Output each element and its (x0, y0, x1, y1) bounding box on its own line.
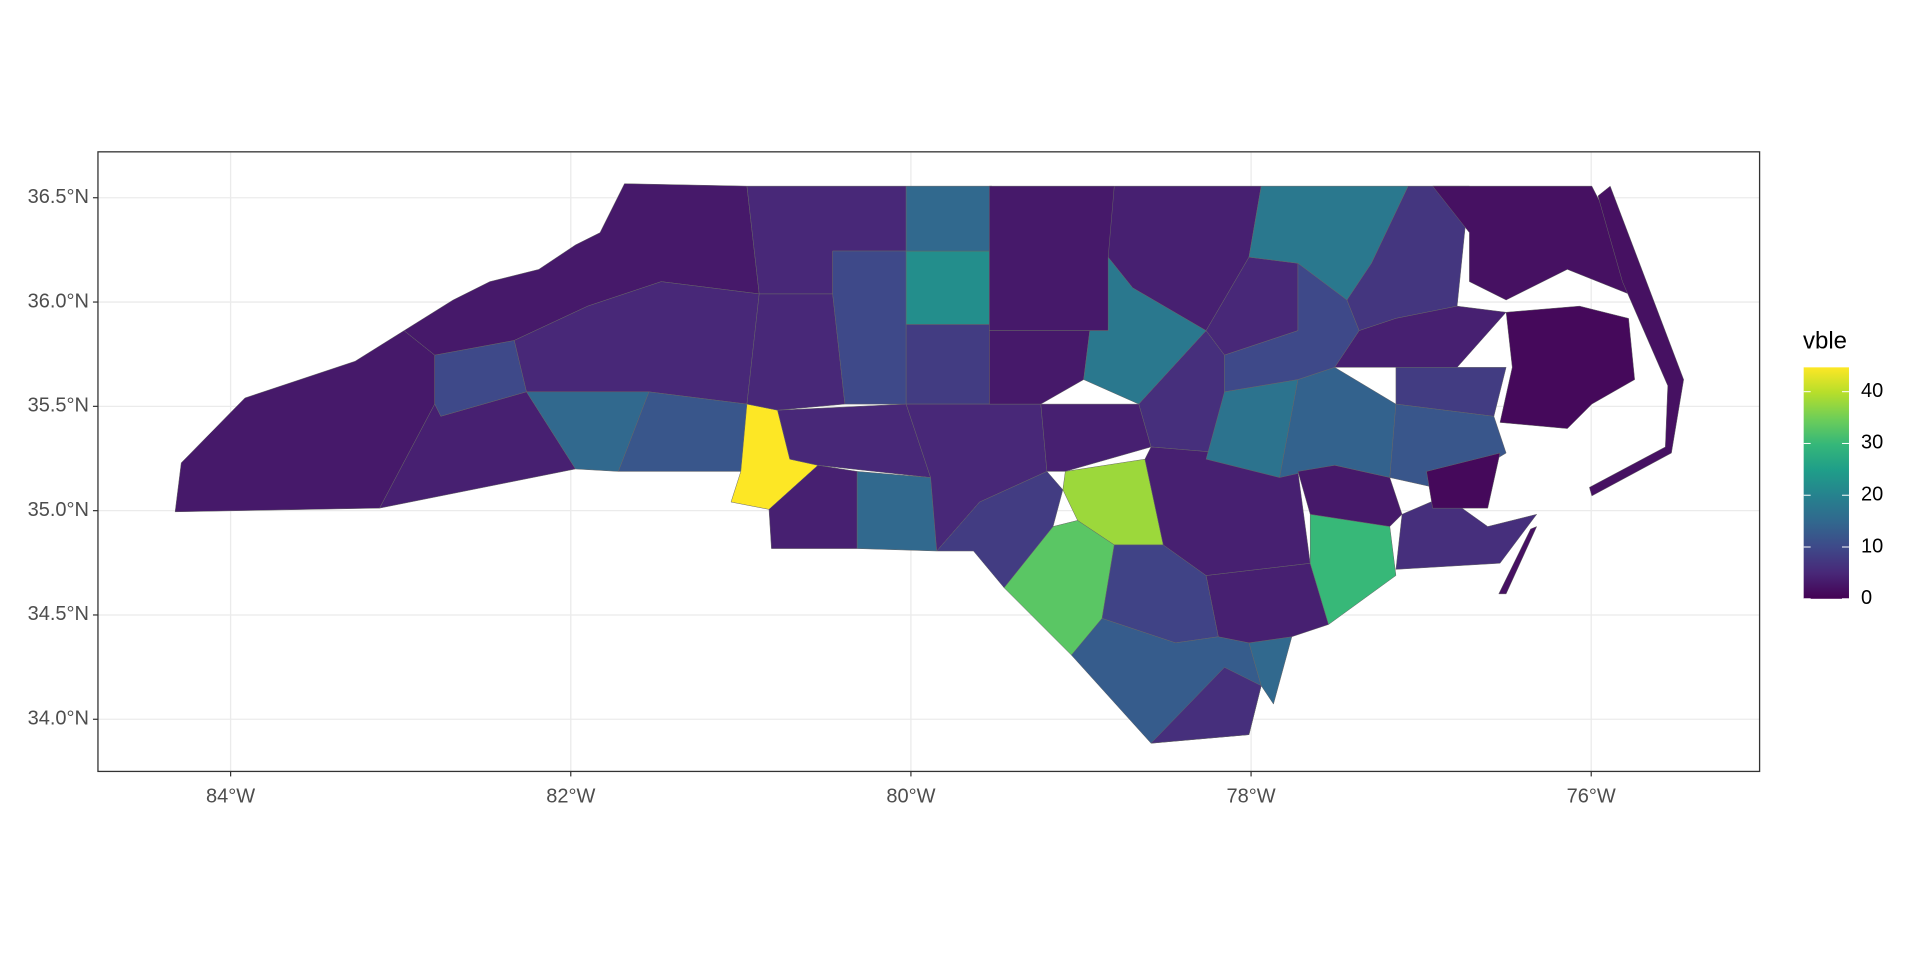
legend-title: vble (1803, 327, 1847, 354)
legend-label: 0 (1861, 587, 1872, 609)
county (856, 471, 938, 552)
color-bar (1803, 367, 1849, 599)
legend-label: 20 (1861, 484, 1883, 506)
legend-label: 40 (1861, 380, 1883, 402)
axes: 84°W 82°W 80°W 78°W 76°W 34.0°N 34.5°N 35.0°N 35… (28, 151, 1761, 808)
y-tick-label: 35.0°N (28, 499, 89, 521)
y-tick-label: 34.5°N (28, 603, 89, 625)
legend-label: 30 (1861, 432, 1883, 454)
county (905, 250, 990, 325)
county (1040, 403, 1152, 472)
county (777, 403, 931, 478)
panel-border (97, 151, 1761, 773)
county (1426, 452, 1501, 509)
x-tick-label: 82°W (546, 786, 595, 808)
county (379, 391, 576, 509)
county (989, 330, 1091, 405)
y-tick-label: 36.0°N (28, 290, 89, 312)
region-group (174, 183, 1684, 744)
county (936, 471, 1064, 589)
county (1297, 465, 1403, 527)
y-tick-label: 36.5°N (28, 186, 89, 208)
y-tick-label: 34.0°N (28, 708, 89, 730)
y-tick-label: 35.5°N (28, 395, 89, 417)
regions (174, 183, 1684, 744)
legend: vble 0 10 20 30 40 (1803, 327, 1883, 609)
county (905, 324, 990, 405)
x-tick-label: 80°W (886, 786, 935, 808)
county (905, 185, 993, 252)
x-tick-label: 76°W (1567, 786, 1616, 808)
county (746, 293, 846, 411)
county (1498, 526, 1538, 595)
x-tick-label: 84°W (206, 786, 255, 808)
x-tick-label: 78°W (1227, 786, 1276, 808)
county (1150, 667, 1262, 744)
county (832, 250, 907, 405)
county (1334, 305, 1507, 368)
county (989, 185, 1115, 331)
legend-label: 10 (1861, 535, 1883, 557)
county (1589, 185, 1684, 497)
county (1499, 305, 1635, 429)
